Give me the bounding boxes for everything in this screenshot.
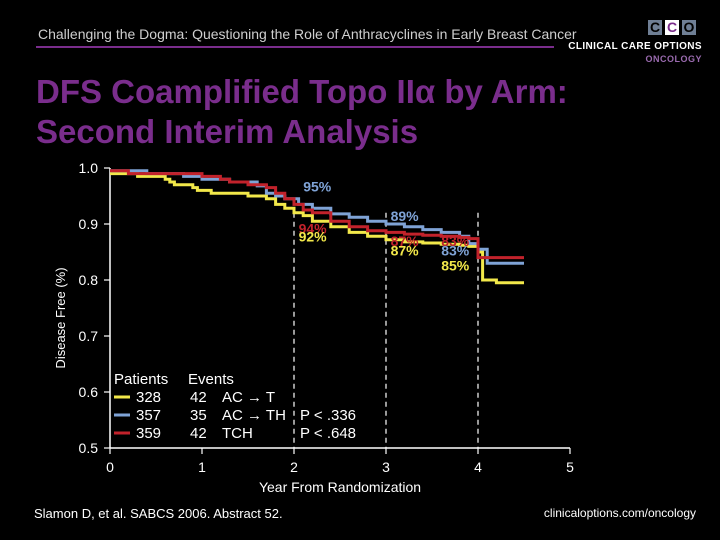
legend-pvalue-1: P < .336 bbox=[300, 407, 356, 424]
x-tick-label-1: 1 bbox=[198, 459, 206, 475]
x-axis-label: Year From Randomization bbox=[259, 479, 421, 495]
y-tick-label-2: 0.8 bbox=[79, 272, 99, 288]
legend-patients-2: 359 bbox=[136, 425, 161, 442]
logo-letter-boxes: C C O bbox=[648, 20, 696, 35]
percent-annotation-4: 87% bbox=[391, 233, 420, 249]
x-tick-label-3: 3 bbox=[382, 459, 390, 475]
percent-annotation-1: 89% bbox=[391, 208, 420, 224]
legend-events-1: 35 bbox=[190, 407, 207, 424]
percent-annotation-3: 92% bbox=[299, 228, 328, 244]
legend-arm-1: AC → TH bbox=[222, 407, 286, 424]
logo-name: CLINICAL CARE OPTIONS bbox=[568, 41, 702, 52]
slide-title: DFS Coamplified Topo IIα by Arm: Second … bbox=[36, 72, 696, 152]
percent-annotation-7: 83% bbox=[441, 242, 470, 258]
percent-annotation-0: 95% bbox=[303, 179, 332, 195]
logo-letter-1: C bbox=[648, 19, 662, 35]
legend-patients-1: 357 bbox=[136, 407, 161, 424]
legend-header-patients: Patients bbox=[114, 371, 168, 388]
slide-title-line-1: DFS Coamplified Topo IIα by Arm: bbox=[36, 73, 568, 110]
y-tick-label-0: 1.0 bbox=[79, 160, 99, 176]
header-subtitle: Challenging the Dogma: Questioning the R… bbox=[38, 26, 577, 42]
legend-arm-2: TCH bbox=[222, 425, 253, 442]
survival-curve-0 bbox=[110, 172, 524, 285]
y-tick-label-3: 0.7 bbox=[79, 328, 99, 344]
legend-pvalue-2: P < .648 bbox=[300, 425, 356, 442]
logo-letter-2: C bbox=[665, 19, 679, 35]
survival-curve-2 bbox=[110, 169, 524, 260]
x-tick-label-0: 0 bbox=[106, 459, 114, 475]
y-tick-label-5: 0.5 bbox=[79, 440, 99, 456]
percent-annotation-6: 83% bbox=[441, 233, 470, 249]
logo-tagline: ONCOLOGY bbox=[645, 54, 702, 64]
y-axis-label: Disease Free (%) bbox=[53, 267, 68, 368]
x-tick-label-2: 2 bbox=[290, 459, 298, 475]
y-tick-label-1: 0.9 bbox=[79, 216, 99, 232]
logo-letter-3: O bbox=[682, 19, 696, 35]
legend-events-2: 42 bbox=[190, 425, 207, 442]
percent-annotation-8: 85% bbox=[441, 257, 470, 273]
header-divider bbox=[36, 46, 554, 48]
legend-header-events: Events bbox=[188, 371, 234, 388]
percent-annotation-2: 94% bbox=[299, 221, 328, 237]
y-tick-label-4: 0.6 bbox=[79, 384, 99, 400]
website-link[interactable]: clinicaloptions.com/oncology bbox=[543, 506, 696, 520]
clinical-care-options-logo[interactable]: C C O CLINICAL CARE OPTIONS ONCOLOGY bbox=[568, 20, 702, 66]
slide-title-line-2: Second Interim Analysis bbox=[36, 113, 419, 150]
citation: Slamon D, et al. SABCS 2006. Abstract 52… bbox=[34, 506, 283, 521]
percent-annotation-5: 87% bbox=[391, 242, 420, 258]
x-tick-label-5: 5 bbox=[566, 459, 574, 475]
legend-events-0: 42 bbox=[190, 389, 207, 406]
legend-arm-0: AC → T bbox=[222, 389, 275, 406]
x-tick-label-4: 4 bbox=[474, 459, 482, 475]
legend-patients-0: 328 bbox=[136, 389, 161, 406]
